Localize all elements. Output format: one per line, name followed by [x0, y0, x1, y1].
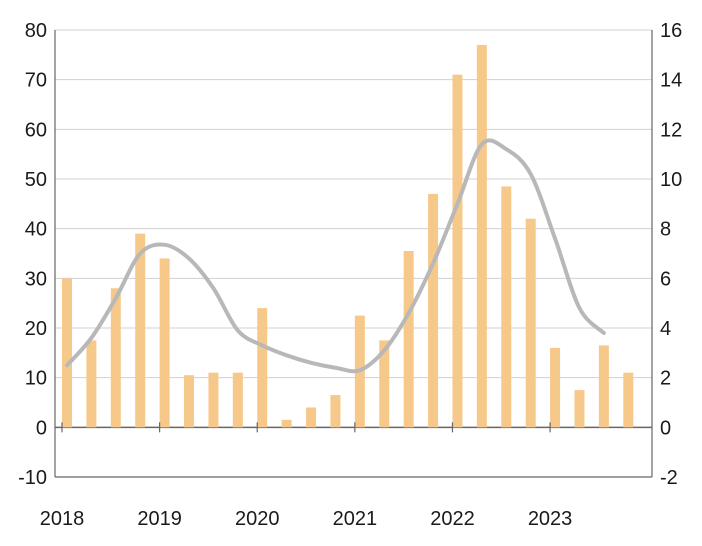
bar [208, 372, 219, 428]
y-tick-label: 80 [25, 20, 47, 42]
bar [306, 407, 317, 428]
y-tick-label: 20 [25, 318, 47, 340]
y2-tick-label: 8 [660, 219, 671, 241]
bar [110, 288, 121, 428]
bar [598, 345, 609, 428]
line-series [65, 138, 606, 374]
y2-tick-label: 4 [660, 318, 671, 340]
y2-tick-label: -2 [660, 467, 678, 489]
bar [159, 258, 170, 428]
axes [54, 30, 653, 478]
x-tick-label: 2021 [333, 508, 378, 530]
y2-tick-label: 12 [660, 119, 682, 141]
x-tick-label: 2019 [137, 508, 182, 530]
y-tick-label: 30 [25, 268, 47, 290]
x-tick-label: 2018 [40, 508, 85, 530]
bar [525, 218, 536, 428]
x-tick-label: 2022 [430, 508, 475, 530]
bar [574, 390, 585, 428]
bar [184, 375, 195, 428]
bar [257, 308, 268, 428]
bar [62, 278, 72, 428]
bar [135, 233, 146, 428]
bar [476, 44, 487, 428]
x-axis-tick-labels: 2018 2019 2020 2021 2022 2023 [40, 508, 573, 530]
y-tick-label: 40 [25, 219, 47, 241]
y2-tick-label: 2 [660, 368, 671, 390]
y2-tick-label: 6 [660, 268, 671, 290]
y-tick-label: 50 [25, 169, 47, 191]
y-tick-label: -10 [18, 467, 47, 489]
left-axis-tick-labels: -10 0 10 20 30 40 50 60 70 80 [18, 20, 47, 489]
y2-tick-label: 14 [660, 70, 682, 92]
bar [86, 340, 97, 428]
bar [330, 395, 341, 428]
y2-tick-label: 16 [660, 20, 682, 42]
bar [428, 193, 439, 428]
y2-tick-label: 0 [660, 417, 671, 439]
y2-tick-label: 10 [660, 169, 682, 191]
bar [281, 419, 292, 428]
bar [550, 347, 561, 428]
bar [452, 74, 463, 428]
x-tick-label: 2023 [528, 508, 573, 530]
bar [379, 340, 390, 428]
y-tick-label: 0 [36, 417, 47, 439]
y-tick-label: 60 [25, 119, 47, 141]
bar [232, 372, 243, 428]
bar [623, 372, 634, 428]
right-axis-tick-labels: -2 0 2 4 6 8 10 12 14 16 [660, 20, 682, 489]
y-tick-label: 70 [25, 70, 47, 92]
bar [403, 251, 414, 428]
line-path [65, 138, 606, 374]
bar [501, 186, 512, 428]
bar-series [62, 44, 634, 428]
y-tick-label: 10 [25, 368, 47, 390]
x-tick-label: 2020 [235, 508, 280, 530]
